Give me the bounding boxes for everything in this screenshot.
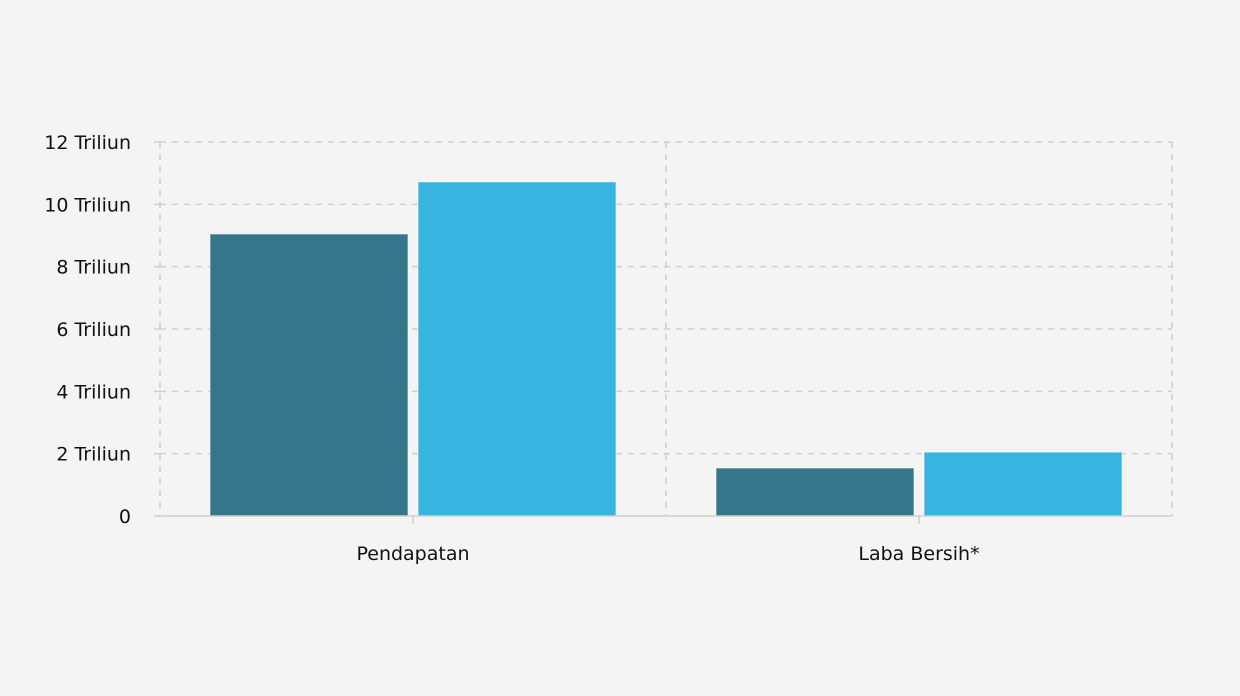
y-tick-label: 2 Triliun [56, 444, 131, 466]
bar-1-laba-bersih-[interactable] [715, 467, 915, 517]
y-tick-label: 12 Triliun [44, 132, 131, 154]
tick-labels: 0 2 Triliun 4 Triliun 6 Triliun 8 Triliun 10 … [44, 132, 979, 565]
bars [209, 181, 1123, 517]
y-tick-label: 10 Triliun [44, 194, 131, 216]
x-category-label: Pendapatan [356, 543, 469, 565]
bar-1-pendapatan[interactable] [209, 233, 409, 517]
y-tick-label: 8 Triliun [56, 257, 131, 279]
y-tick-label: 0 [119, 506, 131, 528]
x-category-label: Laba Bersih* [858, 543, 979, 565]
axes [154, 141, 1172, 524]
y-tick-label: 4 Triliun [56, 381, 131, 403]
bar-2-pendapatan[interactable] [417, 181, 617, 517]
y-tick-label: 6 Triliun [56, 319, 131, 341]
bar-2-laba-bersih-[interactable] [923, 451, 1123, 517]
